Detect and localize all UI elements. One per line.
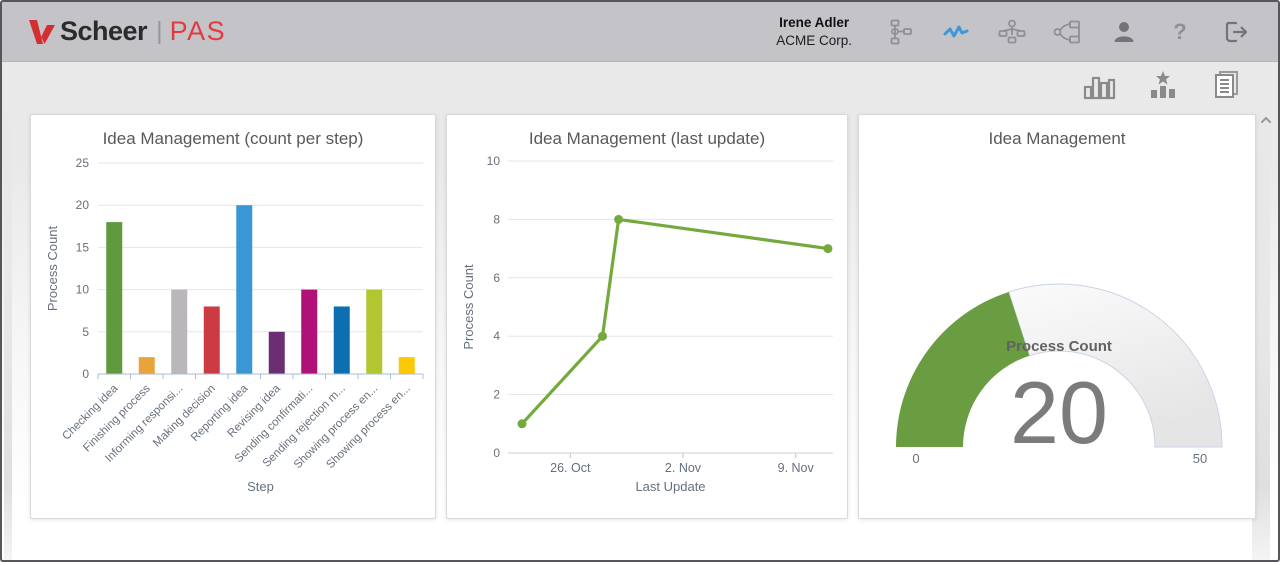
gauge-chart-card: Idea Management Process Count 20 0 50: [858, 114, 1256, 519]
svg-text:Process Count: Process Count: [461, 264, 476, 350]
svg-text:0: 0: [912, 451, 919, 466]
user-info: Irene Adler ACME Corp.: [776, 14, 852, 49]
brand-name: Scheer: [60, 16, 148, 46]
user-company: ACME Corp.: [776, 32, 852, 48]
svg-text:8: 8: [493, 212, 500, 226]
svg-text:?: ?: [1173, 19, 1186, 44]
scrollbar-track[interactable]: [1252, 64, 1270, 560]
line-chart-title: Idea Management (last update): [528, 129, 766, 148]
svg-text:9. Nov: 9. Nov: [778, 461, 815, 475]
scheer-pas-logo: Scheer | PAS: [28, 16, 226, 47]
favorite-chart-icon[interactable]: [1146, 68, 1180, 102]
process-tree-icon[interactable]: [884, 16, 916, 48]
bar-chart-title: Idea Management (count per step): [102, 129, 364, 148]
logo-divider: |: [156, 17, 163, 45]
svg-text:2. Nov: 2. Nov: [665, 461, 702, 475]
svg-text:25: 25: [76, 156, 90, 170]
scroll-up-arrow-icon[interactable]: [1259, 113, 1273, 127]
app-header: Scheer | PAS Irene Adler ACME Corp.: [2, 2, 1278, 62]
svg-text:10: 10: [487, 154, 501, 168]
line-chart: 0 2 4 6 8 10 26. Oct 2. Nov 9. Nov Last Update Pro…: [461, 154, 833, 494]
process-diagram-icon[interactable]: [1052, 16, 1084, 48]
user-profile-icon[interactable]: [1108, 16, 1140, 48]
svg-text:6: 6: [493, 271, 500, 285]
svg-text:10: 10: [76, 283, 90, 297]
scheer-logo-icon: [28, 17, 56, 47]
svg-text:4: 4: [493, 329, 500, 343]
help-icon[interactable]: ?: [1164, 16, 1196, 48]
svg-text:Process Count: Process Count: [45, 225, 60, 311]
svg-text:50: 50: [1193, 451, 1207, 466]
svg-text:0: 0: [82, 367, 89, 381]
svg-text:Last Update: Last Update: [635, 479, 705, 494]
user-name: Irene Adler: [779, 14, 850, 30]
svg-text:26. Oct: 26. Oct: [550, 461, 591, 475]
gauge-chart-title: Idea Management: [988, 129, 1126, 148]
bar-chart-card: Idea Management (count per step) 0 5 10 15 2…: [30, 114, 436, 519]
svg-text:Checking idea: Checking idea: [60, 382, 120, 442]
svg-text:20: 20: [1010, 363, 1108, 462]
svg-text:15: 15: [76, 240, 90, 254]
svg-text:5: 5: [82, 325, 89, 339]
left-edge-track: [4, 64, 12, 560]
svg-text:20: 20: [76, 198, 90, 212]
svg-text:Step: Step: [247, 479, 274, 494]
line-chart-card: Idea Management (last update) 0 2 4 6 8 10 26.…: [446, 114, 848, 519]
gauge-chart: Process Count 20 0 50: [896, 283, 1223, 466]
svg-text:Process Count: Process Count: [1006, 338, 1112, 355]
product-name: PAS: [169, 16, 227, 46]
bar-charts-icon[interactable]: [1082, 68, 1116, 102]
svg-text:Reporting idea: Reporting idea: [189, 382, 251, 444]
svg-text:0: 0: [493, 446, 500, 460]
reports-icon[interactable]: [1210, 68, 1244, 102]
logout-icon[interactable]: [1220, 16, 1252, 48]
svg-text:2: 2: [493, 388, 500, 402]
dashboard-toolbar: [1082, 68, 1244, 102]
monitoring-pulse-icon[interactable]: [940, 16, 972, 48]
org-chart-icon[interactable]: [996, 16, 1028, 48]
